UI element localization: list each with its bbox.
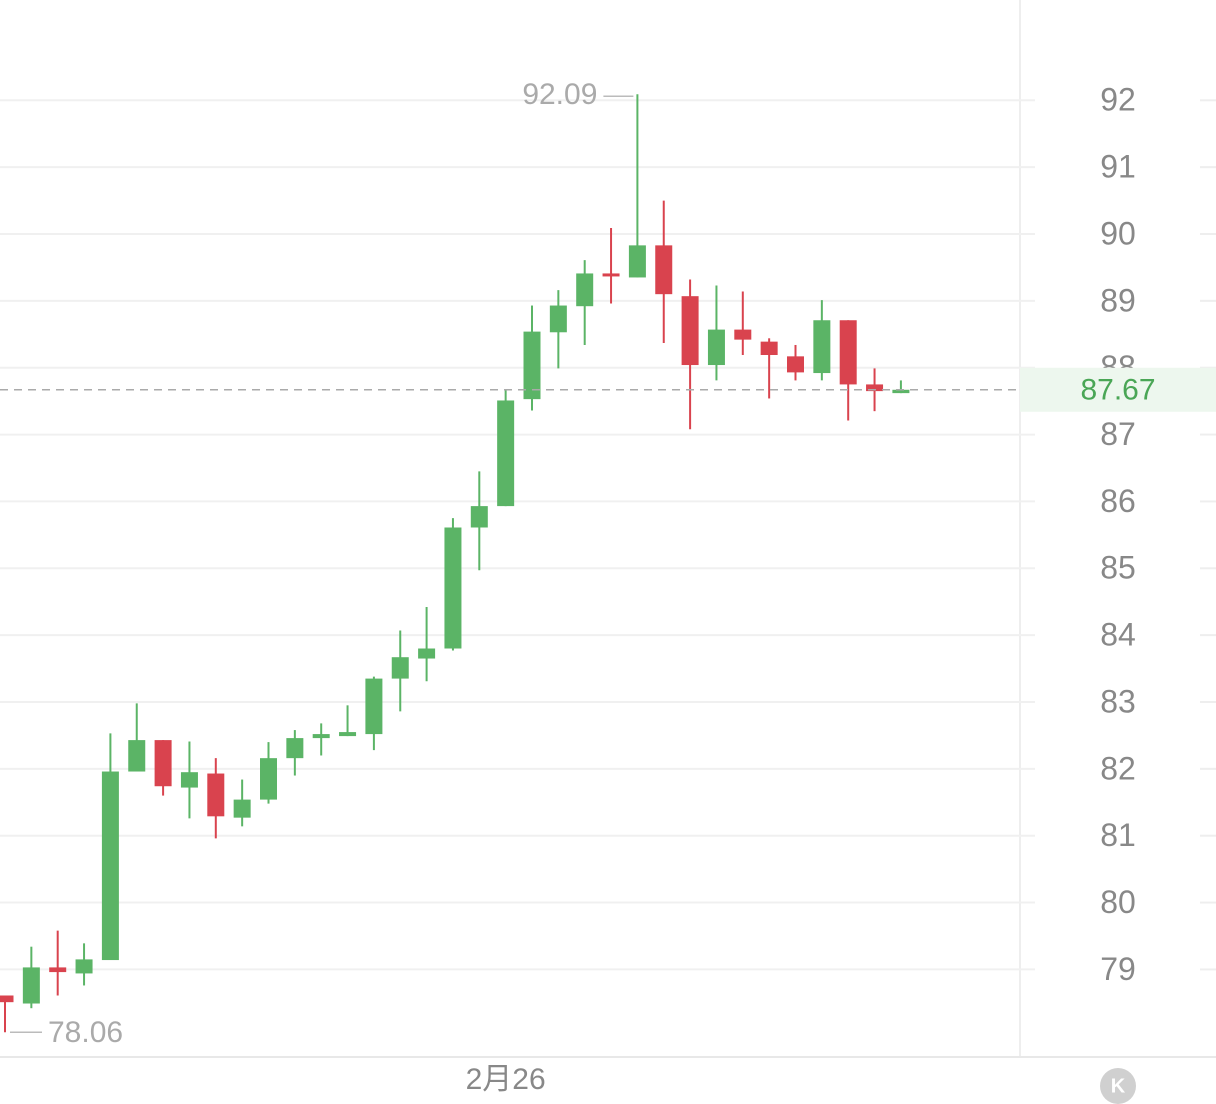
y-tick-label: 89 xyxy=(1100,282,1136,318)
y-tick-label: 80 xyxy=(1100,884,1136,920)
candle-body xyxy=(260,758,277,800)
y-tick-label: 86 xyxy=(1100,483,1136,519)
candle-body xyxy=(22,967,40,1004)
y-tick-label: 83 xyxy=(1100,683,1136,719)
y-tick-label: 79 xyxy=(1100,951,1136,987)
candle-body xyxy=(681,296,699,366)
candle-body xyxy=(154,740,172,787)
candle-body xyxy=(760,341,778,356)
candle-body xyxy=(523,331,541,400)
candle-body xyxy=(787,356,804,373)
candle-body xyxy=(391,657,409,679)
candle-body xyxy=(365,678,383,735)
x-tick-label: 2月26 xyxy=(466,1063,546,1096)
candle-body xyxy=(128,740,146,772)
candle-body xyxy=(233,799,251,818)
candle-body xyxy=(49,967,67,973)
candle-body xyxy=(339,732,357,737)
candle-body xyxy=(839,320,857,385)
last-price-label: 87.67 xyxy=(1080,374,1155,407)
y-tick-label: 92 xyxy=(1100,82,1136,118)
candle-body xyxy=(707,329,725,366)
candle-body xyxy=(576,273,594,307)
corner-button-label[interactable]: K xyxy=(1111,1075,1126,1097)
y-tick-label: 82 xyxy=(1100,750,1136,786)
candle-body xyxy=(444,527,462,649)
candle-body xyxy=(628,245,646,278)
candle-body xyxy=(655,245,673,295)
y-tick-label: 84 xyxy=(1100,617,1136,653)
candle-body xyxy=(892,389,910,394)
y-tick-label: 91 xyxy=(1100,149,1136,185)
candle-body xyxy=(312,734,330,739)
candle-body xyxy=(470,506,488,528)
corner-button[interactable] xyxy=(1100,1068,1136,1104)
y-tick-label: 81 xyxy=(1100,817,1136,853)
candle-body xyxy=(549,305,567,333)
last-price-box xyxy=(1020,367,1216,412)
min-annotation: 78.06 xyxy=(48,1016,123,1049)
candle-body xyxy=(101,771,119,961)
max-annotation: 92.09 xyxy=(522,78,597,111)
candle-body xyxy=(734,329,752,340)
y-tick-label: 87 xyxy=(1100,416,1136,452)
candle-body xyxy=(418,648,436,659)
candle-body xyxy=(866,384,884,392)
candle-body xyxy=(75,959,93,974)
y-tick-label: 85 xyxy=(1100,550,1136,586)
candle-body xyxy=(207,773,225,817)
candle-body xyxy=(602,273,620,277)
candle-body xyxy=(0,995,14,1003)
candle-body xyxy=(813,320,831,374)
candle-body xyxy=(497,400,515,507)
y-tick-label: 90 xyxy=(1100,215,1136,251)
candle-body xyxy=(180,772,198,788)
candle-body xyxy=(286,738,304,759)
